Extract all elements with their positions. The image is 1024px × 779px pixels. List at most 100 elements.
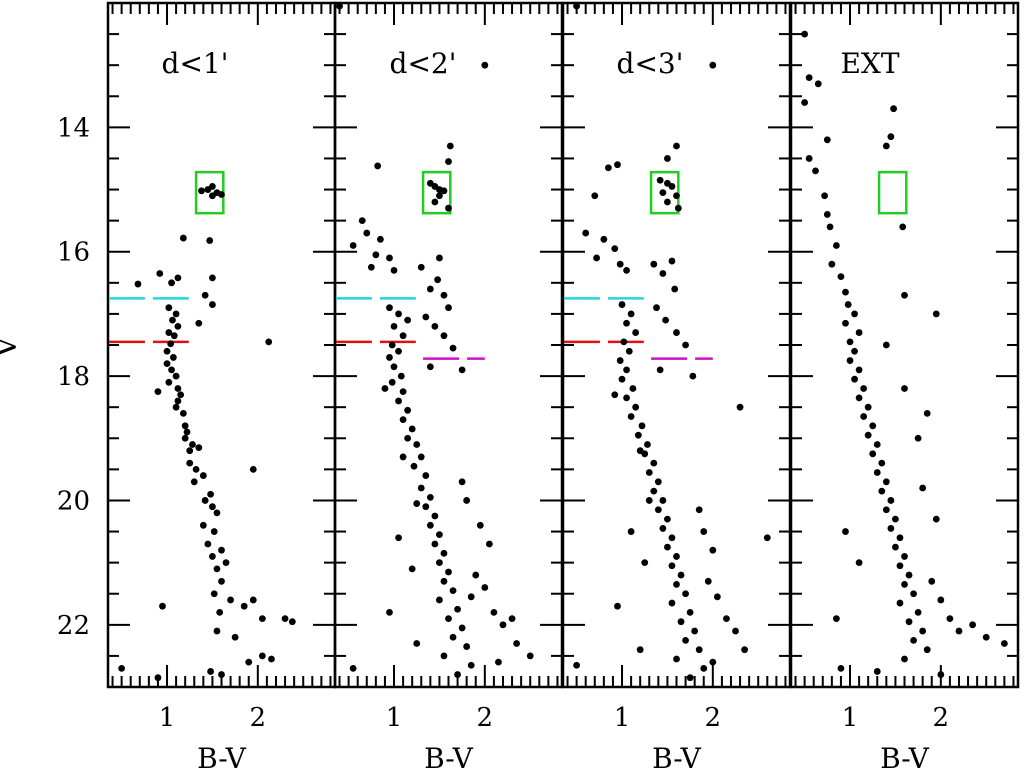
data-point: [851, 347, 858, 355]
data-point: [910, 636, 917, 644]
y-tick-label: 20: [57, 486, 90, 516]
data-point: [664, 543, 671, 551]
x-tick-label: 2: [250, 703, 267, 733]
data-point: [395, 534, 402, 542]
data-point: [668, 534, 676, 542]
data-point: [408, 565, 416, 573]
data-point: [218, 577, 225, 585]
data-point: [673, 553, 680, 560]
data-point: [458, 366, 466, 374]
data-point: [851, 375, 858, 383]
data-point: [209, 274, 216, 282]
data-point: [955, 627, 963, 635]
data-point: [445, 204, 452, 212]
data-point: [245, 658, 253, 666]
data-point: [695, 506, 703, 514]
data-point: [632, 403, 640, 411]
data-point: [169, 354, 177, 361]
data-point: [458, 478, 466, 486]
data-point: [445, 158, 452, 165]
data-point: [910, 590, 917, 598]
data-point: [195, 444, 203, 451]
data-point: [186, 447, 194, 455]
data-point: [905, 618, 913, 626]
data-point: [388, 341, 396, 349]
data-point: [821, 192, 828, 200]
data-point: [844, 301, 852, 308]
panel-label: d<1': [162, 47, 229, 80]
data-point: [899, 223, 907, 231]
data-point: [1000, 640, 1008, 647]
data-point: [914, 608, 922, 616]
data-point: [864, 431, 872, 439]
data-point: [869, 450, 877, 458]
data-point: [851, 310, 858, 318]
data-point: [636, 447, 644, 455]
data-point: [654, 506, 662, 514]
data-point: [689, 372, 697, 380]
data-point: [842, 288, 849, 296]
data-point: [896, 562, 904, 570]
data-point: [386, 254, 393, 262]
data-point: [627, 310, 635, 318]
data-point: [417, 453, 425, 461]
data-point: [837, 664, 845, 672]
data-point: [426, 493, 434, 501]
data-point: [445, 568, 452, 576]
x-axis-label: B-V: [652, 742, 702, 774]
data-point: [662, 316, 670, 324]
data-point: [828, 260, 836, 268]
panels-group: 1 2 d<1' B-V 1 2 d<2' B-V 1 2 d<3' B-V 1 2 EXT B-V 14 16 1…: [57, 1, 1020, 775]
data-point: [805, 155, 813, 162]
data-point: [611, 245, 619, 253]
data-point: [397, 372, 405, 380]
x-tick-label: 1: [386, 703, 403, 733]
data-point: [573, 2, 581, 10]
data-point: [209, 192, 216, 200]
data-point: [673, 329, 680, 336]
data-point: [887, 133, 895, 141]
data-point: [174, 322, 182, 330]
data-point: [258, 652, 266, 660]
data-point: [736, 403, 744, 411]
data-point: [833, 615, 840, 622]
data-point: [650, 487, 658, 495]
data-point: [399, 332, 407, 340]
data-point: [440, 291, 448, 299]
data-point: [878, 459, 886, 467]
data-point: [436, 531, 443, 539]
panel-1: 1 2 d<1' B-V: [106, 1, 337, 775]
data-point: [837, 273, 845, 280]
data-point: [682, 590, 689, 598]
data-point: [593, 254, 600, 262]
data-point: [179, 410, 187, 417]
data-point: [846, 338, 854, 346]
data-point: [923, 646, 931, 654]
data-point: [431, 198, 439, 206]
data-point: [458, 624, 466, 632]
data-point: [882, 506, 890, 514]
data-point: [417, 263, 425, 271]
data-point: [463, 643, 471, 650]
data-point: [363, 229, 371, 237]
data-point: [404, 316, 412, 324]
data-point: [892, 543, 899, 551]
data-point: [436, 559, 443, 567]
data-point: [192, 465, 200, 473]
data-point: [440, 332, 448, 340]
data-point: [600, 235, 608, 243]
data-point: [204, 540, 212, 548]
data-point: [833, 242, 840, 249]
data-point: [218, 546, 225, 554]
data-point: [227, 596, 234, 604]
data-point: [763, 534, 771, 542]
x-tick-label: 2: [477, 703, 494, 733]
data-point: [499, 621, 507, 629]
data-point: [713, 593, 721, 601]
data-point: [656, 366, 664, 374]
data-point: [860, 385, 868, 392]
data-point: [249, 596, 257, 604]
data-point: [436, 192, 443, 200]
data-point: [634, 431, 642, 439]
data-point: [864, 403, 872, 411]
